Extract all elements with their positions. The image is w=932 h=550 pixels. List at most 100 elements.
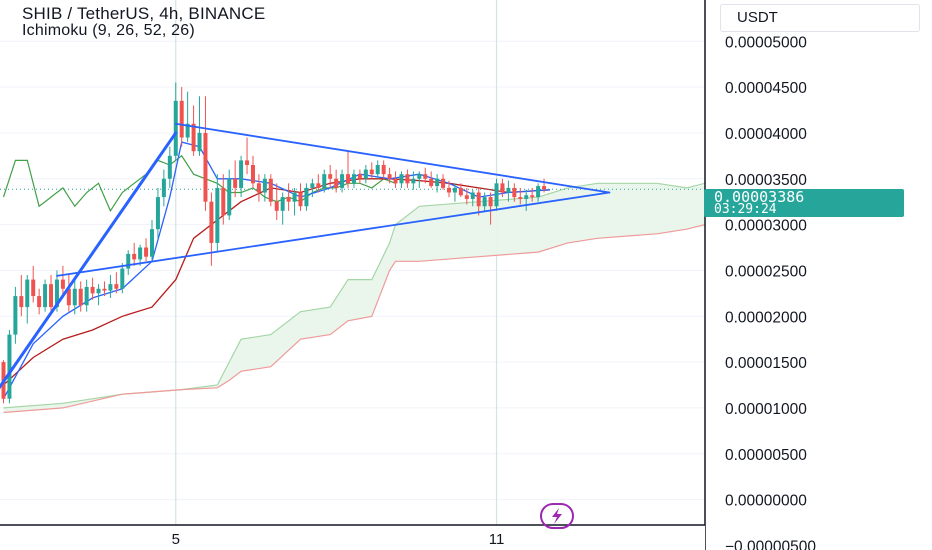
candle-body [298,192,303,207]
trendlines[interactable] [0,122,611,399]
candle-body [262,178,267,193]
candle-body [173,100,178,156]
candle-body [357,174,362,179]
candle-body [209,201,214,243]
y-tick-label: 0.00003000 [725,218,807,235]
ichimoku-cloud [3,183,705,413]
candle-body [43,284,48,308]
candle-body [191,123,196,152]
candle-body [167,155,172,179]
candle-body [161,178,166,198]
time-axis-panel [0,525,705,550]
candle-body [250,165,255,184]
candle-body [215,187,220,243]
last-price-tag: 0.00003386 03:29:24 [704,188,904,217]
candle-body [221,187,226,216]
candle-body [482,197,487,207]
y-tick-label: 0.00004000 [725,126,807,143]
candle-body [49,284,54,308]
candle-body [322,174,327,188]
candle-body [346,174,351,184]
candle-body [245,160,250,165]
currency-label: USDT [737,9,778,26]
candle-body [423,174,428,179]
candle-body [155,197,160,230]
cloud-area [3,183,705,413]
candle-body [458,187,463,196]
candle-body [530,195,535,198]
candle-body [387,174,392,179]
candle-body [351,174,356,184]
candle-body [512,187,517,198]
trendline [56,191,611,277]
candle-body [280,197,285,211]
candle-body [340,174,345,188]
candle-body [54,279,59,308]
x-tick-label: 11 [489,531,505,548]
trendline [0,131,178,390]
candle-body [78,288,83,306]
lightning-icon [552,508,562,524]
y-tick-label: 0.00003500 [725,172,807,189]
candle-body [292,192,297,202]
candle-body [227,178,232,216]
y-tick-label: 0.00004500 [725,80,807,97]
candle-body [381,165,386,175]
candle-body [470,192,475,199]
candle-body [138,247,143,260]
y-tick-label: 0.00000500 [725,447,807,464]
candle-body [464,195,469,199]
candle-body [393,178,398,184]
candle-body [316,183,321,188]
candle-body [518,197,523,199]
candle-body [7,334,12,399]
currency-selector[interactable]: USDT [720,4,920,32]
chart-title: SHIB / TetherUS, 4h, BINANCE [22,4,266,23]
candle-body [197,132,202,152]
y-tick-label: 0.00002000 [725,309,807,326]
bar-countdown: 03:29:24 [714,202,777,217]
candle-body [90,286,95,294]
candle-body [334,178,339,188]
candle-body [310,183,315,188]
price-axis-panel [705,0,932,550]
candle-body [476,192,481,207]
last-price-value: 0.00003386 [714,188,805,206]
candle-body [441,178,446,188]
candle-body [60,279,65,289]
candle-body [203,132,208,202]
candle-body [108,284,113,291]
candle-body [150,229,154,257]
candle-body [369,169,374,175]
candle-body [417,174,422,179]
y-tick-label: 0.00002500 [725,263,807,280]
candle-body [405,174,410,184]
candle-body [233,178,238,188]
trendline [174,122,611,194]
indicator-legend[interactable]: Ichimoku (9, 26, 52, 26) [22,22,195,39]
candle-body [126,253,131,269]
candle-body [13,296,18,335]
candle-body [274,201,279,211]
y-tick-label: 0.00001000 [725,401,807,418]
candle-body [494,183,499,207]
candle-body [114,284,119,289]
candle-body [524,195,529,199]
candle-body [429,178,434,187]
candle-body [84,286,89,306]
candle-body [256,183,261,193]
flash-icon[interactable] [540,503,574,529]
candlesticks [1,82,547,404]
candle-body [447,187,451,193]
candle-body [435,178,440,187]
candle-body [96,288,101,294]
x-tick-label: 5 [172,531,180,548]
candle-body [102,288,107,291]
candle-body [375,165,380,175]
candle-body [268,178,273,202]
candle-body [488,197,493,207]
candle-body [120,268,125,289]
grid [0,0,705,525]
